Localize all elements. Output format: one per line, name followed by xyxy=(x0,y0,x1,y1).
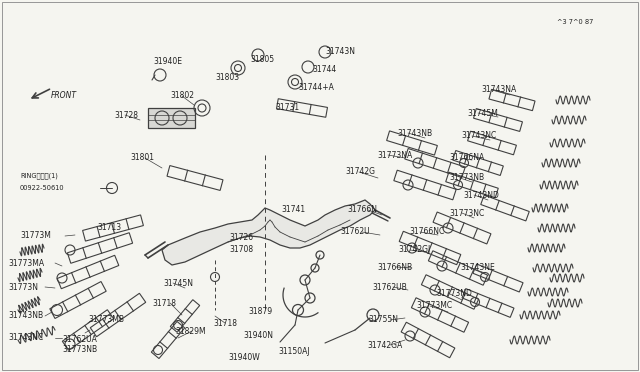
Text: 31773MB: 31773MB xyxy=(88,315,124,324)
Text: 31744+A: 31744+A xyxy=(298,83,334,93)
Text: 31745M: 31745M xyxy=(467,109,498,118)
Text: 31726: 31726 xyxy=(229,232,253,241)
Text: 31766NA: 31766NA xyxy=(449,154,484,163)
Polygon shape xyxy=(162,200,375,265)
Text: 31150AJ: 31150AJ xyxy=(278,347,310,356)
Text: 31728: 31728 xyxy=(114,110,138,119)
Text: 31773N: 31773N xyxy=(8,282,38,292)
Text: 31743N: 31743N xyxy=(325,48,355,57)
Text: 31731: 31731 xyxy=(275,103,299,112)
Text: 31742GA: 31742GA xyxy=(367,340,403,350)
Text: 31773M: 31773M xyxy=(20,231,51,241)
Text: 31940N: 31940N xyxy=(243,330,273,340)
Text: 31762UB: 31762UB xyxy=(372,282,407,292)
Text: 31762UA: 31762UA xyxy=(62,334,97,343)
Text: 31773MC: 31773MC xyxy=(416,301,452,311)
Text: 31766NC: 31766NC xyxy=(409,228,444,237)
Text: 31741: 31741 xyxy=(281,205,305,215)
Text: 31773NC: 31773NC xyxy=(449,208,484,218)
Text: 31718: 31718 xyxy=(152,298,176,308)
Text: 00922-50610: 00922-50610 xyxy=(20,185,65,191)
Text: 31940E: 31940E xyxy=(153,57,182,65)
Text: 31743NB: 31743NB xyxy=(8,311,43,321)
Text: 31801: 31801 xyxy=(130,154,154,163)
Text: 31773MA: 31773MA xyxy=(8,259,44,267)
Text: 31743NB: 31743NB xyxy=(397,128,432,138)
Text: ^3 7^0 87: ^3 7^0 87 xyxy=(557,19,593,25)
Text: 31743ND: 31743ND xyxy=(463,190,499,199)
Text: 31718: 31718 xyxy=(213,318,237,327)
Text: 31744: 31744 xyxy=(312,65,336,74)
Text: 31762U: 31762U xyxy=(340,228,370,237)
Text: 31803: 31803 xyxy=(215,73,239,81)
Text: 31766N: 31766N xyxy=(347,205,377,215)
Text: 31829M: 31829M xyxy=(175,327,205,336)
Text: 31745N: 31745N xyxy=(163,279,193,288)
Text: FRONT: FRONT xyxy=(51,90,77,99)
Text: 31773NB: 31773NB xyxy=(449,173,484,183)
Text: 31773ND: 31773ND xyxy=(436,289,472,298)
Text: RINGリング(1): RINGリング(1) xyxy=(20,173,58,179)
Text: 31708: 31708 xyxy=(229,246,253,254)
Text: 31879: 31879 xyxy=(248,308,272,317)
Text: 31743NA: 31743NA xyxy=(481,86,516,94)
Text: 31940W: 31940W xyxy=(228,353,260,362)
Text: 31802: 31802 xyxy=(170,92,194,100)
Text: 31773NA: 31773NA xyxy=(377,151,412,160)
Text: 31742GJ: 31742GJ xyxy=(398,246,430,254)
Text: 31755N: 31755N xyxy=(368,315,398,324)
Text: 31766NB: 31766NB xyxy=(377,263,412,272)
Text: 31743NC: 31743NC xyxy=(8,334,44,343)
Text: 31805: 31805 xyxy=(250,55,274,64)
Text: 31773NB: 31773NB xyxy=(62,344,97,353)
Text: 31743NC: 31743NC xyxy=(461,131,496,141)
Text: 31743NE: 31743NE xyxy=(460,263,495,273)
Polygon shape xyxy=(148,108,195,128)
Text: 31713: 31713 xyxy=(97,224,121,232)
Text: 31742G: 31742G xyxy=(345,167,375,176)
